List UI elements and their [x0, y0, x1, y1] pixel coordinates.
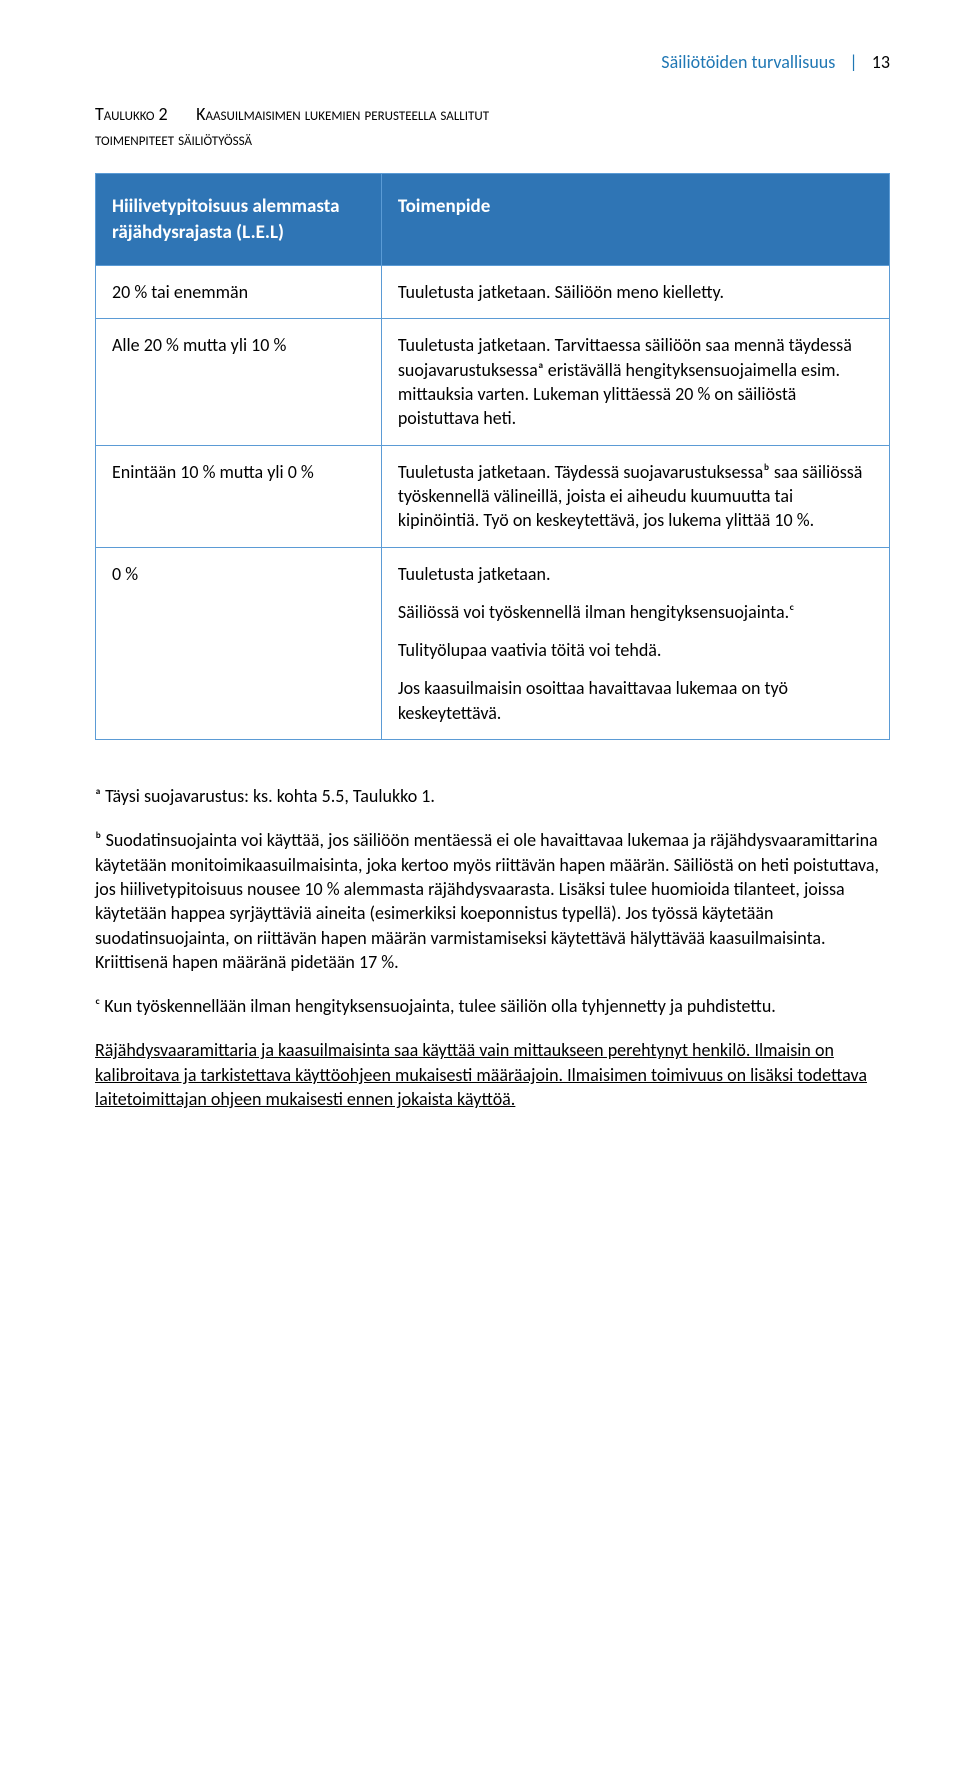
table-row: 20 % tai enemmän Tuuletusta jatketaan. S… [96, 266, 890, 319]
footnote-a: ᵃ Täysi suojavarustus: ks. kohta 5.5, Ta… [95, 784, 890, 808]
table-caption: Taulukko 2 Kaasuilmaisimen lukemien peru… [95, 102, 890, 151]
cell-left: Enintään 10 % mutta yli 0 % [96, 445, 382, 547]
cell-paragraph: Jos kaasuilmaisin osoittaa havaittavaa l… [398, 676, 873, 725]
cell-left: Alle 20 % mutta yli 10 % [96, 319, 382, 445]
table-header-row: Hiilivetypitoisuus alemmasta räjähdysraj… [96, 173, 890, 265]
cell-right: Tuuletusta jatketaan. Tarvittaessa säili… [381, 319, 889, 445]
actions-table: Hiilivetypitoisuus alemmasta räjähdysraj… [95, 173, 890, 740]
cell-paragraph: Tuuletusta jatketaan. Tarvittaessa säili… [398, 333, 873, 430]
cell-paragraph: Tuuletusta jatketaan. Täydessä suojavaru… [398, 460, 873, 533]
cell-right: Tuuletusta jatketaan. Säiliössä voi työs… [381, 547, 889, 739]
cell-right: Tuuletusta jatketaan. Säiliöön meno kiel… [381, 266, 889, 319]
cell-left: 0 % [96, 547, 382, 739]
table-header-right: Toimenpide [381, 173, 889, 265]
cell-right: Tuuletusta jatketaan. Täydessä suojavaru… [381, 445, 889, 547]
header-page-number: 13 [872, 51, 890, 73]
cell-left: 20 % tai enemmän [96, 266, 382, 319]
table-row: 0 % Tuuletusta jatketaan. Säiliössä voi … [96, 547, 890, 739]
footnote-c: ᶜ Kun työskennellään ilman hengityksensu… [95, 994, 890, 1018]
cell-paragraph: Tuuletusta jatketaan. [398, 562, 873, 586]
caption-prefix: Taulukko 2 [95, 103, 168, 125]
page-header: Säiliötöiden turvallisuus | 13 [95, 50, 890, 74]
table-header-left: Hiilivetypitoisuus alemmasta räjähdysraj… [96, 173, 382, 265]
closing-paragraph: Räjähdysvaaramittaria ja kaasuilmaisinta… [95, 1038, 890, 1111]
footnote-b: ᵇ Suodatinsuojainta voi käyttää, jos säi… [95, 828, 890, 974]
cell-paragraph: Tuuletusta jatketaan. Säiliöön meno kiel… [398, 280, 873, 304]
cell-paragraph: Tulityölupaa vaativia töitä voi tehdä. [398, 638, 873, 662]
cell-paragraph: Säiliössä voi työskennellä ilman hengity… [398, 600, 873, 624]
header-separator: | [849, 51, 857, 73]
caption-line-2: toimenpiteet säiliötyössä [95, 128, 252, 150]
header-title: Säiliötöiden turvallisuus [661, 51, 835, 73]
table-row: Alle 20 % mutta yli 10 % Tuuletusta jatk… [96, 319, 890, 445]
table-row: Enintään 10 % mutta yli 0 % Tuuletusta j… [96, 445, 890, 547]
caption-line-1: Kaasuilmaisimen lukemien perusteella sal… [196, 103, 489, 125]
